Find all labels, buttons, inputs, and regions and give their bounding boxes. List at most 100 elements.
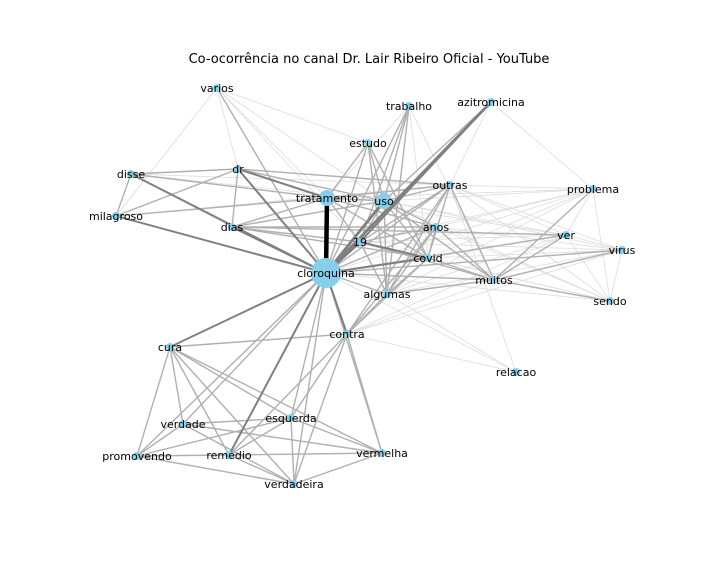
node-promovendo	[133, 452, 141, 460]
edge-dr-varios	[216, 87, 239, 170]
edge-cura-verdadeira	[169, 346, 295, 485]
edge-outras-problema	[449, 184, 594, 190]
edge-tratamento-dr	[237, 168, 328, 199]
edge-disse-outras	[130, 173, 451, 186]
edge-contra-relacao	[346, 333, 517, 373]
edge-19-covid	[359, 241, 429, 259]
edge-verdade-vermelha	[182, 423, 383, 454]
edge-uso-dr	[237, 168, 385, 202]
node-milagroso	[112, 212, 120, 220]
edge-anos-contra	[346, 226, 437, 335]
node-relacao	[512, 368, 520, 376]
edge-tratamento-disse	[130, 173, 328, 199]
node-label-trabalho: trabalho	[386, 100, 432, 113]
edge-remedio-verdadeira	[228, 454, 295, 485]
edge-varios-19	[216, 87, 361, 243]
edge-uso-problema	[383, 188, 594, 202]
edge-esquerda-verdadeira	[290, 417, 295, 485]
edge-tratamento-outras	[326, 184, 451, 199]
edge-cura-promovendo	[136, 346, 171, 457]
edge-cloroquina-verdadeira	[293, 272, 327, 485]
edge-cloroquina-remedio	[228, 272, 327, 456]
edge-muitos-contra	[346, 279, 495, 335]
node-virus	[618, 246, 626, 254]
edge-anos-virus	[435, 226, 623, 251]
node-anos	[432, 223, 440, 231]
node-label-contra: contra	[329, 328, 364, 341]
edge-problema-ver	[565, 188, 594, 236]
node-label-cloroquina: cloroquina	[297, 267, 355, 280]
node-label-promovendo: promovendo	[102, 450, 172, 463]
node-label-algumas: algumas	[364, 288, 411, 301]
edge-19-tratamento	[326, 197, 361, 243]
node-label-dias: dias	[221, 221, 244, 234]
edge-vermelha-verdadeira	[293, 452, 383, 485]
edge-contra-esquerda	[290, 333, 348, 419]
edge-milagroso-varios	[115, 87, 218, 217]
edge-anos-problema	[435, 188, 594, 228]
edge-promovendo-verdadeira	[136, 455, 295, 485]
edge-ver-virus	[565, 234, 623, 251]
edge-algumas-muitos	[386, 279, 495, 295]
node-label-muitos: muitos	[475, 274, 513, 287]
edge-uso-ver	[383, 200, 567, 236]
edge-contra-vermelha	[346, 333, 383, 454]
edge-contra-verdadeira	[293, 333, 348, 485]
node-label-remedio: remedio	[206, 449, 252, 462]
edge-tratamento-milagroso	[115, 197, 328, 217]
node-outras	[446, 181, 454, 189]
edge-cloroquina-relacao	[325, 272, 517, 373]
edge-contra-cura	[169, 333, 348, 348]
edge-esquerda-remedio	[228, 417, 292, 456]
node-label-covid: covid	[413, 252, 442, 265]
edge-algumas-virus	[386, 249, 623, 295]
edge-outras-contra	[346, 184, 451, 335]
label-layer: cloroquina tratamento uso 19 covid anos outras…	[89, 82, 636, 491]
node-label-verdade: verdade	[160, 418, 205, 431]
node-estudo	[364, 139, 372, 147]
node-label-sendo: sendo	[593, 295, 626, 308]
edge-esquerda-verdade	[182, 417, 292, 425]
node-covid	[424, 254, 432, 262]
edge-tratamento-estudo	[326, 142, 369, 199]
edge-dr-dias	[231, 168, 239, 228]
node-label-disse: disse	[117, 168, 146, 181]
edge-muitos-virus	[493, 249, 623, 281]
edge-anos-covid	[427, 226, 437, 259]
node-label-uso: uso	[374, 195, 394, 208]
node-label-varios: varios	[200, 82, 234, 95]
edge-muitos-sendo	[493, 279, 611, 302]
edge-dias-19	[231, 226, 361, 243]
node-azitromicina	[487, 98, 495, 106]
node-remedio	[225, 451, 233, 459]
edge-varios-uso	[216, 87, 385, 202]
edge-cloroquina-disse	[130, 173, 327, 274]
edge-esquerda-vermelha	[290, 417, 383, 454]
node-cura	[166, 343, 174, 351]
edge-uso-muitos	[383, 200, 495, 281]
edge-cura-vermelha	[169, 346, 383, 454]
edge-cloroquina-trabalho	[325, 105, 410, 274]
edge-remedio-vermelha	[228, 452, 383, 456]
edge-outras-virus	[449, 184, 623, 251]
edge-problema-sendo	[592, 188, 611, 302]
edge-cloroquina-verdade	[182, 272, 327, 425]
edge-tratamento-uso	[326, 197, 385, 202]
node-label-tratamento: tratamento	[296, 192, 358, 205]
edge-tratamento-anos	[326, 197, 437, 228]
node-label-ver: ver	[557, 229, 575, 242]
node-verdadeira	[290, 480, 298, 488]
node-varios	[213, 84, 221, 92]
chart-title: Co-ocorrência no canal Dr. Lair Ribeiro …	[189, 52, 550, 67]
node-label-milagroso: milagroso	[89, 210, 143, 223]
node-algumas	[383, 290, 391, 298]
edge-cloroquina-sendo	[325, 272, 611, 302]
edge-uso-virus	[383, 200, 623, 251]
edge-cloroquina-outras	[325, 184, 451, 274]
edge-19-virus	[359, 241, 623, 251]
edge-cloroquina-dr	[237, 168, 327, 274]
node-vermelha	[378, 449, 386, 457]
edge-uso-sendo	[383, 200, 611, 302]
edge-covid-sendo	[427, 257, 611, 302]
